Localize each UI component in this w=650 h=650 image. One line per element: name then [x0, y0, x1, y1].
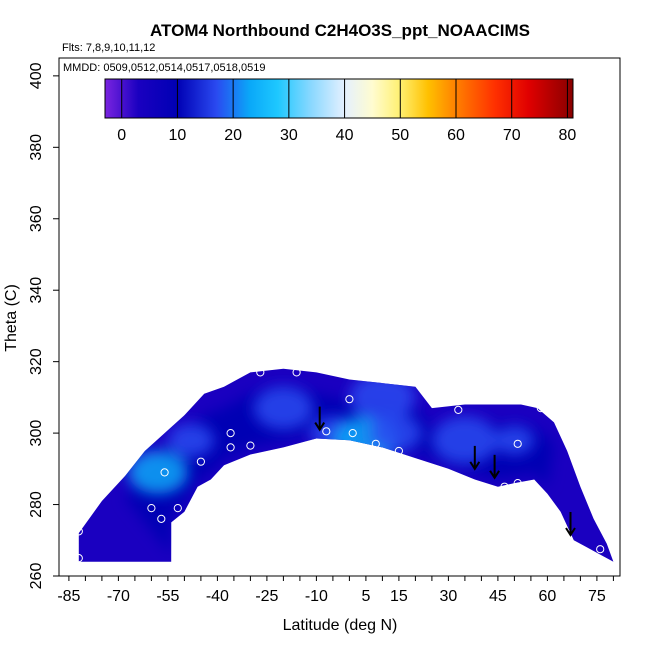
sample-point: [160, 468, 169, 477]
sample-point: [549, 509, 559, 518]
sample-point: [345, 395, 354, 404]
sample-point: [246, 441, 255, 450]
y-axis: 260 280 300 320 340 360 380 400: [28, 62, 59, 589]
sample-point: [147, 504, 156, 513]
colorbar-tick-label: 0: [117, 127, 126, 144]
sample-point: [226, 443, 235, 452]
x-tick-label: 60: [539, 588, 557, 605]
arrow-head: [489, 470, 500, 480]
sample-point: [576, 550, 585, 559]
field-blob: [253, 386, 314, 430]
x-tick-label: 45: [489, 588, 507, 605]
arrow-head: [469, 461, 481, 471]
down-arrow: [489, 454, 500, 480]
field-blob: [349, 373, 416, 422]
sample-point: [74, 527, 83, 536]
sample-point: [348, 429, 357, 438]
field-blob: [494, 425, 535, 455]
sample-point: [556, 521, 565, 531]
y-tick-label: 320: [28, 348, 45, 375]
arrow-head: [314, 422, 326, 432]
sample-point: [157, 514, 166, 523]
colorbar: 0 10 20 30 40 50 60 70 80: [104, 78, 577, 144]
x-tick-label: -70: [107, 588, 130, 605]
colorbar-gradient: [104, 78, 574, 119]
x-tick-label: 75: [588, 588, 606, 605]
y-tick-label: 400: [28, 62, 45, 89]
x-tick-label: -55: [156, 588, 179, 605]
chart-title: ATOM4 Northbound C2H4O3S_ppt_NOAACIMS: [150, 21, 530, 40]
colorbar-tick-label: 30: [280, 127, 298, 144]
sample-point: [454, 405, 463, 414]
x-tick-label: -40: [206, 588, 229, 605]
y-tick-label: 260: [28, 563, 45, 590]
y-tick-label: 340: [28, 277, 45, 304]
sample-point: [74, 554, 83, 563]
sample-point: [292, 368, 301, 377]
field-blob: [431, 416, 498, 465]
colorbar-tick-label: 10: [169, 127, 187, 144]
sample-point: [540, 495, 549, 504]
sample-point: [322, 427, 331, 436]
sample-points: [74, 368, 605, 563]
down-arrow: [469, 445, 481, 471]
sample-point: [371, 439, 380, 448]
dates-note: MMDD: 0509,0512,0514,0517,0518,0519: [63, 62, 265, 74]
sample-point: [196, 457, 205, 466]
x-axis-label: Latitude (deg N): [283, 617, 398, 634]
y-tick-label: 300: [28, 420, 45, 447]
colorbar-tick-label: 60: [447, 127, 465, 144]
sample-point: [596, 545, 605, 554]
down-arrow: [565, 511, 576, 537]
x-tick-label: -85: [57, 588, 80, 605]
colorbar-tick-label: 40: [336, 127, 354, 144]
sample-point: [424, 380, 433, 389]
sample-point: [536, 403, 545, 413]
y-tick-label: 380: [28, 134, 45, 161]
flights-note: Flts: 7,8,9,10,11,12: [62, 42, 155, 54]
sample-point: [256, 368, 265, 377]
colorbar-tick-label: 20: [224, 127, 242, 144]
sample-point: [226, 429, 235, 438]
x-axis: -85 -70 -55 -40 -25 -10 5 15 30 45 60 75: [57, 576, 614, 605]
field-blob: [128, 450, 188, 494]
plot-frame: [58, 57, 621, 577]
field-blob: [167, 423, 215, 458]
descent-arrows: [314, 406, 576, 537]
y-axis-label: Theta (C): [3, 284, 20, 352]
x-tick-label: -10: [305, 588, 328, 605]
y-tick-label: 360: [28, 205, 45, 232]
y-tick-label: 280: [28, 491, 45, 518]
x-tick-label: 5: [361, 588, 370, 605]
arrow-head: [565, 527, 576, 537]
field-blob: [369, 413, 422, 453]
colorbar-tick-label: 70: [503, 127, 521, 144]
colorbar-tick-label: 80: [559, 127, 577, 144]
down-arrow: [314, 406, 326, 432]
sample-point: [173, 504, 182, 513]
colorbar-tick-label: 50: [391, 127, 409, 144]
sample-point: [500, 482, 509, 491]
x-tick-label: 30: [440, 588, 458, 605]
sample-point: [394, 446, 403, 456]
sample-point: [513, 479, 522, 488]
sample-point: [513, 439, 522, 448]
x-tick-label: 15: [390, 588, 408, 605]
x-tick-label: -25: [255, 588, 278, 605]
